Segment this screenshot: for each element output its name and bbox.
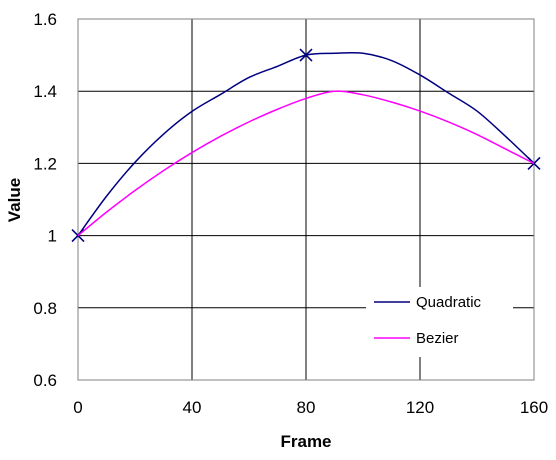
plot-border xyxy=(77,18,535,381)
x-tick-label: 40 xyxy=(183,398,202,417)
y-tick-label: 1.6 xyxy=(33,10,57,29)
x-tick-label: 160 xyxy=(520,398,548,417)
y-tick-label: 0.6 xyxy=(33,371,57,390)
legend: Quadratic Bezier xyxy=(366,287,513,357)
x-axis-title: Frame xyxy=(280,432,331,451)
tick-labels: 0 40 80 120 160 0.6 0.8 1 1.2 1.4 1.6 xyxy=(33,10,548,417)
y-axis-title: Value xyxy=(5,178,24,222)
x-tick-label: 120 xyxy=(406,398,434,417)
x-tick-label: 0 xyxy=(73,398,82,417)
legend-label-bezier: Bezier xyxy=(416,330,459,347)
legend-box xyxy=(366,287,513,357)
series-line-bezier xyxy=(77,90,535,237)
data-point-marker xyxy=(299,48,313,62)
y-tick-label: 1 xyxy=(48,227,57,246)
y-tick-label: 0.8 xyxy=(33,299,57,318)
y-tick-label: 1.2 xyxy=(33,154,57,173)
legend-label-quadratic: Quadratic xyxy=(416,294,482,311)
x-tick-label: 80 xyxy=(297,398,316,417)
y-tick-label: 1.4 xyxy=(33,82,57,101)
gridlines xyxy=(78,19,534,380)
series-layer xyxy=(71,48,541,243)
